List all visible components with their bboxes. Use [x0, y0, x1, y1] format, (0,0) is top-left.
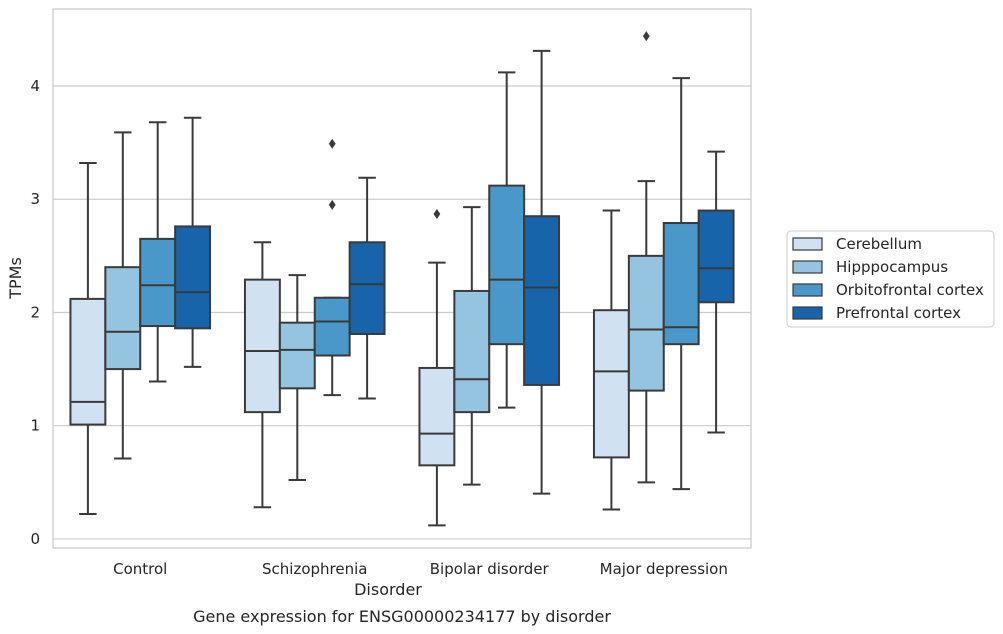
box	[243, 241, 281, 509]
box	[697, 150, 735, 434]
outlier-marker	[328, 199, 336, 210]
box-plot-series	[69, 31, 735, 527]
plot-frame	[52, 8, 752, 549]
legend-label: Orbitofrontal cortex	[836, 281, 984, 299]
box	[69, 162, 107, 516]
y-tick-label: 1	[30, 417, 40, 435]
box-iqr	[139, 237, 177, 328]
box	[662, 77, 700, 491]
box-iqr	[418, 366, 456, 467]
x-axis-title: Disorder	[354, 580, 422, 599]
box	[104, 131, 142, 460]
y-tick-label: 2	[30, 303, 40, 321]
box-iqr	[662, 222, 700, 346]
legend-swatch	[792, 260, 823, 274]
legend-label: Prefrontal cortex	[836, 304, 961, 322]
series-prefrontal-cortex	[174, 49, 735, 495]
box-iqr	[278, 321, 316, 390]
outlier-marker	[642, 31, 650, 42]
box	[592, 209, 630, 511]
x-tick-label: Bipolar disorder	[430, 560, 550, 578]
y-tick-label: 3	[30, 190, 40, 208]
box	[313, 138, 351, 397]
box-iqr	[592, 309, 630, 459]
box	[488, 71, 526, 409]
series-hipppocampus	[104, 31, 665, 486]
y-axis-title: TPMs	[6, 257, 25, 300]
box-iqr	[174, 225, 212, 330]
box-iqr	[523, 215, 561, 386]
series-orbitofrontal-cortex	[139, 71, 700, 491]
box	[139, 121, 177, 383]
box	[627, 31, 665, 484]
x-tick-label: Control	[113, 560, 167, 578]
box	[523, 49, 561, 495]
legend-swatch	[792, 306, 823, 320]
box-iqr	[348, 241, 386, 335]
legend: Cerebellum Hipppocampus Orbitofrontal cort…	[786, 230, 995, 328]
y-tick-label: 4	[30, 77, 40, 95]
legend-swatch	[792, 237, 823, 251]
x-axis-tick-labels: Control Schizophrenia Bipolar disorder Majo…	[113, 560, 728, 578]
box	[174, 116, 212, 368]
box	[453, 206, 491, 486]
y-tick-label: 0	[30, 530, 40, 548]
chart-caption: Gene expression for ENSG00000234177 by d…	[193, 607, 611, 626]
box-iqr	[243, 278, 281, 414]
box-iqr	[104, 266, 142, 371]
x-tick-label: Major depression	[600, 560, 728, 578]
box-iqr	[627, 254, 665, 392]
legend-frame	[786, 230, 995, 328]
x-tick-label: Schizophrenia	[262, 560, 367, 578]
outlier-marker	[433, 208, 441, 219]
box-iqr	[697, 209, 735, 304]
box	[348, 176, 386, 400]
outlier-marker	[328, 138, 336, 149]
legend-label: Cerebellum	[836, 235, 922, 253]
box	[418, 208, 456, 527]
legend-swatch	[792, 283, 823, 297]
box-iqr	[488, 184, 526, 346]
y-axis-tick-labels: 0 1 2 3 4	[30, 77, 40, 548]
box-iqr	[69, 297, 107, 426]
legend-label: Hipppocampus	[836, 258, 948, 276]
box-iqr	[453, 289, 491, 414]
box	[278, 274, 316, 482]
box-iqr	[313, 296, 351, 357]
